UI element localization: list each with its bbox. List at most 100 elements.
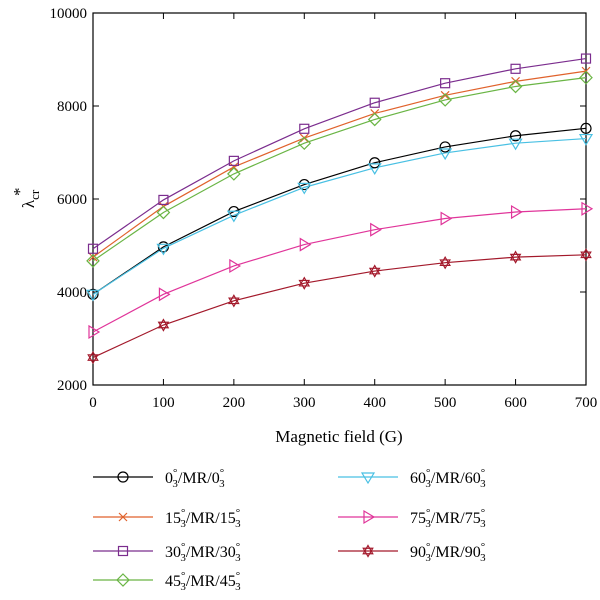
series-line-3 xyxy=(92,77,587,262)
x-tick-label: 700 xyxy=(575,395,598,411)
legend-marker xyxy=(117,545,129,557)
data-point-s2-3 xyxy=(299,123,310,134)
data-point-s3-0 xyxy=(86,253,100,268)
data-point-s2-4 xyxy=(369,97,380,108)
data-point-s3-5 xyxy=(438,93,452,107)
legend-marker xyxy=(363,509,376,525)
y-axis-label-symbol: λ xyxy=(19,199,38,208)
series-lines xyxy=(92,57,587,359)
legend-item-4: 60° 3/MR/60° 3 xyxy=(338,467,486,490)
data-point-s4-1 xyxy=(156,243,171,256)
data-point-s5-2 xyxy=(229,258,242,274)
data-point-s6-6-down xyxy=(509,253,522,264)
data-point-s3-4 xyxy=(367,112,382,127)
data-point-s0-7 xyxy=(580,122,592,134)
x-tick-label: 600 xyxy=(504,395,527,411)
legend-marker xyxy=(117,471,129,483)
y-axis-label: λcr * xyxy=(10,188,42,209)
legend-marker-up xyxy=(362,544,374,555)
data-point-s5-3 xyxy=(299,237,312,252)
data-point-s0-6 xyxy=(509,130,522,142)
data-point-s3-7 xyxy=(579,70,593,85)
data-point-s6-6 xyxy=(509,250,522,264)
x-tick-label: 500 xyxy=(434,395,457,411)
data-point-s6-1-down xyxy=(157,321,170,332)
data-point-s6-5 xyxy=(439,256,451,270)
data-point-s2-1 xyxy=(158,194,169,206)
y-tick-label: 2000 xyxy=(57,378,87,394)
series-line-0 xyxy=(92,127,587,295)
legend-marker-down xyxy=(362,547,374,558)
legend-item-5: 75° 3/MR/75° 3 xyxy=(338,507,486,530)
x-tick-label: 200 xyxy=(223,395,246,411)
data-point-s4-5 xyxy=(438,148,453,161)
data-point-s6-4 xyxy=(368,264,381,278)
data-point-s5-4 xyxy=(370,222,382,237)
legend-label: 30° 3/MR/30° 3 xyxy=(165,541,241,564)
legend-label: 15° 3/MR/15° 3 xyxy=(165,507,241,530)
series-markers xyxy=(85,53,594,365)
legend-item-6: 90° 3/MR/90° 3 xyxy=(338,541,486,564)
legend-item-1: 15° 3/MR/15° 3 xyxy=(93,507,241,530)
data-point-s3-2 xyxy=(227,167,241,181)
data-point-s4-7 xyxy=(578,133,594,146)
data-point-s1-5 xyxy=(440,90,450,100)
data-point-s4-6 xyxy=(508,138,523,151)
data-point-s0-5 xyxy=(439,141,451,153)
data-point-s1-2 xyxy=(229,162,239,172)
data-point-s6-4-up xyxy=(368,264,381,275)
x-tick-label: 100 xyxy=(152,395,175,411)
legend-label: 60° 3/MR/60° 3 xyxy=(410,467,486,490)
legend-marker xyxy=(116,573,130,587)
data-point-s6-5-down xyxy=(439,259,451,270)
data-point-s5-7 xyxy=(581,201,594,216)
data-point-s4-2 xyxy=(226,210,241,223)
series-line-4 xyxy=(92,137,587,295)
data-point-s2-6 xyxy=(510,63,521,74)
axis-ticks: 0 100 200 300 400 500 600 700 2000 4000 6000 8000 10… xyxy=(50,6,598,411)
y-axis-label-sub: cr xyxy=(27,189,42,200)
legend-label: 90° 3/MR/90° 3 xyxy=(410,541,486,564)
legend: 0° 3/MR/0° 3 15° 3/MR/15° 3 30° 3/MR/30° 3 45° 3/M… xyxy=(93,467,486,593)
data-point-s6-2-down xyxy=(228,297,240,308)
legend-marker xyxy=(362,544,374,558)
data-point-s6-1-up xyxy=(157,318,170,329)
series-line-2 xyxy=(92,57,587,250)
data-point-s6-1 xyxy=(157,318,170,332)
legend-label: 45° 3/MR/45° 3 xyxy=(165,570,241,593)
legend-marker xyxy=(360,472,376,485)
data-point-s4-0 xyxy=(85,289,101,302)
y-tick-label: 6000 xyxy=(57,192,87,208)
data-point-s0-4 xyxy=(369,157,381,169)
data-point-s6-3-down xyxy=(298,279,311,290)
y-tick-label: 8000 xyxy=(57,99,87,115)
data-point-s6-2-up xyxy=(228,294,240,305)
series-line-1 xyxy=(92,70,587,258)
y-tick-label: 4000 xyxy=(57,285,87,301)
x-axis-label: Magnetic field (G) xyxy=(275,427,402,446)
data-point-s1-0 xyxy=(88,252,98,262)
data-point-s6-3 xyxy=(298,276,311,290)
data-point-s2-7 xyxy=(580,53,592,64)
data-point-s2-2 xyxy=(228,155,239,166)
legend-label: 0° 3/MR/0° 3 xyxy=(165,467,225,490)
data-point-s4-3 xyxy=(297,182,312,195)
y-tick-label: 10000 xyxy=(50,6,88,22)
data-point-s6-7-up xyxy=(580,248,592,259)
data-point-s2-5 xyxy=(440,78,451,89)
data-point-s1-6 xyxy=(511,76,520,86)
svg-text:λcr: λcr xyxy=(19,189,42,208)
data-point-s5-1 xyxy=(158,287,171,302)
data-point-s6-7-down xyxy=(580,251,592,262)
data-point-s3-3 xyxy=(297,136,312,151)
data-point-s2-0 xyxy=(87,243,99,254)
legend-marker xyxy=(118,512,128,522)
data-point-s5-5 xyxy=(440,211,453,226)
data-point-s6-2 xyxy=(228,294,240,308)
x-tick-label: 400 xyxy=(363,395,386,411)
legend-label: 75° 3/MR/75° 3 xyxy=(410,507,486,530)
y-axis-label-sup: * xyxy=(10,188,29,197)
data-point-s5-6 xyxy=(510,204,523,220)
legend-item-0: 0° 3/MR/0° 3 xyxy=(93,467,225,490)
data-point-s6-0-up xyxy=(87,350,99,361)
